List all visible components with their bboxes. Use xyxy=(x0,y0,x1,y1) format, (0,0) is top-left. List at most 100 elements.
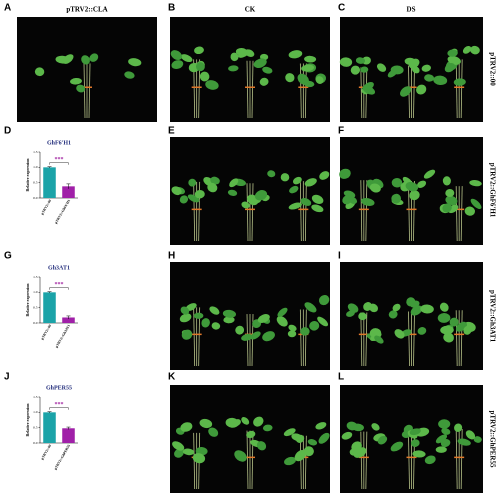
chart-title: GhPER55 xyxy=(46,385,72,391)
leaf xyxy=(410,439,420,448)
significance: *** xyxy=(55,402,64,408)
leaf xyxy=(424,74,435,82)
stem xyxy=(455,59,458,119)
tag xyxy=(191,86,202,88)
leaf xyxy=(409,428,421,436)
leaf xyxy=(201,318,210,328)
stem xyxy=(193,432,196,490)
leaf xyxy=(205,80,219,90)
leaf xyxy=(376,63,387,72)
x-tick-label: pTRV2::GhPER55 xyxy=(53,444,71,471)
tag xyxy=(191,333,202,336)
leaf xyxy=(339,57,353,67)
panel-letter: B xyxy=(168,3,175,14)
chart-title: GhF6'H1 xyxy=(47,140,71,146)
leaf xyxy=(435,434,448,444)
column-title: CK xyxy=(245,6,256,14)
panel-letter: L xyxy=(338,372,344,383)
leaf xyxy=(440,439,451,448)
stem xyxy=(365,312,368,367)
leaf xyxy=(283,428,296,437)
leaf xyxy=(128,58,142,67)
stem xyxy=(360,431,363,490)
leaf xyxy=(369,183,381,193)
stem xyxy=(455,186,458,242)
leaf xyxy=(187,194,200,203)
leaf xyxy=(387,69,398,78)
leaf xyxy=(447,49,458,57)
significance-bracket xyxy=(49,407,69,410)
y-tick-label: 1.0 xyxy=(33,165,38,169)
leaf xyxy=(350,65,361,75)
leaf xyxy=(171,60,184,69)
panel-letter: E xyxy=(168,126,175,137)
leaf xyxy=(181,329,193,340)
stem xyxy=(455,428,458,490)
leaf xyxy=(437,313,451,323)
leaf xyxy=(442,176,451,186)
stem xyxy=(360,312,363,367)
y-tick-label: 1.5 xyxy=(33,150,38,154)
leaf xyxy=(374,335,384,344)
y-tick-label: 0.0 xyxy=(33,321,38,325)
leaf xyxy=(280,173,290,182)
leaf xyxy=(292,176,302,185)
leaf xyxy=(443,332,454,343)
stem xyxy=(365,180,368,242)
y-tick-label: 0.5 xyxy=(33,180,38,184)
leaf xyxy=(421,64,431,72)
tag xyxy=(406,86,417,88)
leaf xyxy=(211,322,221,330)
leaf xyxy=(391,193,402,204)
leaf xyxy=(210,176,220,185)
stem xyxy=(246,430,249,490)
leaf xyxy=(284,456,296,466)
leaf xyxy=(250,331,261,340)
leaf xyxy=(194,46,204,55)
leaf xyxy=(409,190,420,201)
stem xyxy=(460,186,463,242)
leaf xyxy=(222,309,237,318)
leaf xyxy=(180,54,193,63)
leaf xyxy=(339,168,351,179)
leaf xyxy=(179,313,192,323)
leaf xyxy=(276,316,288,327)
tag xyxy=(406,333,417,336)
leaf xyxy=(182,448,195,456)
leaf xyxy=(457,438,471,446)
leaf xyxy=(464,206,475,216)
stem xyxy=(304,435,307,490)
leaf xyxy=(444,62,455,73)
leaf xyxy=(307,439,318,446)
leaf xyxy=(315,76,324,84)
x-tick-label: pTRV2::00 xyxy=(40,324,52,341)
significance: *** xyxy=(55,157,64,163)
row-label: pTRV2::GhF6'H1 xyxy=(488,163,496,218)
stem xyxy=(246,183,249,242)
y-tick-label: 1.5 xyxy=(33,275,38,279)
leaf xyxy=(417,327,427,335)
leaf xyxy=(192,453,206,464)
leaf xyxy=(391,177,403,188)
tag xyxy=(245,456,255,459)
leaf xyxy=(318,295,330,306)
leaf xyxy=(469,180,482,187)
x-tick-label: pTRV2::00 xyxy=(40,199,52,216)
leaf xyxy=(235,47,248,56)
panel-letter: I xyxy=(338,251,341,262)
leaf xyxy=(400,86,412,97)
tag xyxy=(406,208,417,211)
panel-letter: D xyxy=(4,126,11,137)
leaf xyxy=(288,50,303,59)
leaf xyxy=(388,310,398,319)
leaf xyxy=(262,66,273,74)
leaf xyxy=(179,195,189,204)
leaf xyxy=(300,197,312,206)
stem xyxy=(193,307,196,367)
leaf xyxy=(70,77,82,85)
leaf xyxy=(438,419,451,429)
leaf xyxy=(34,67,45,77)
chart-title: Gh3AT1 xyxy=(48,265,70,271)
y-axis-label: Relative expression xyxy=(25,403,30,437)
